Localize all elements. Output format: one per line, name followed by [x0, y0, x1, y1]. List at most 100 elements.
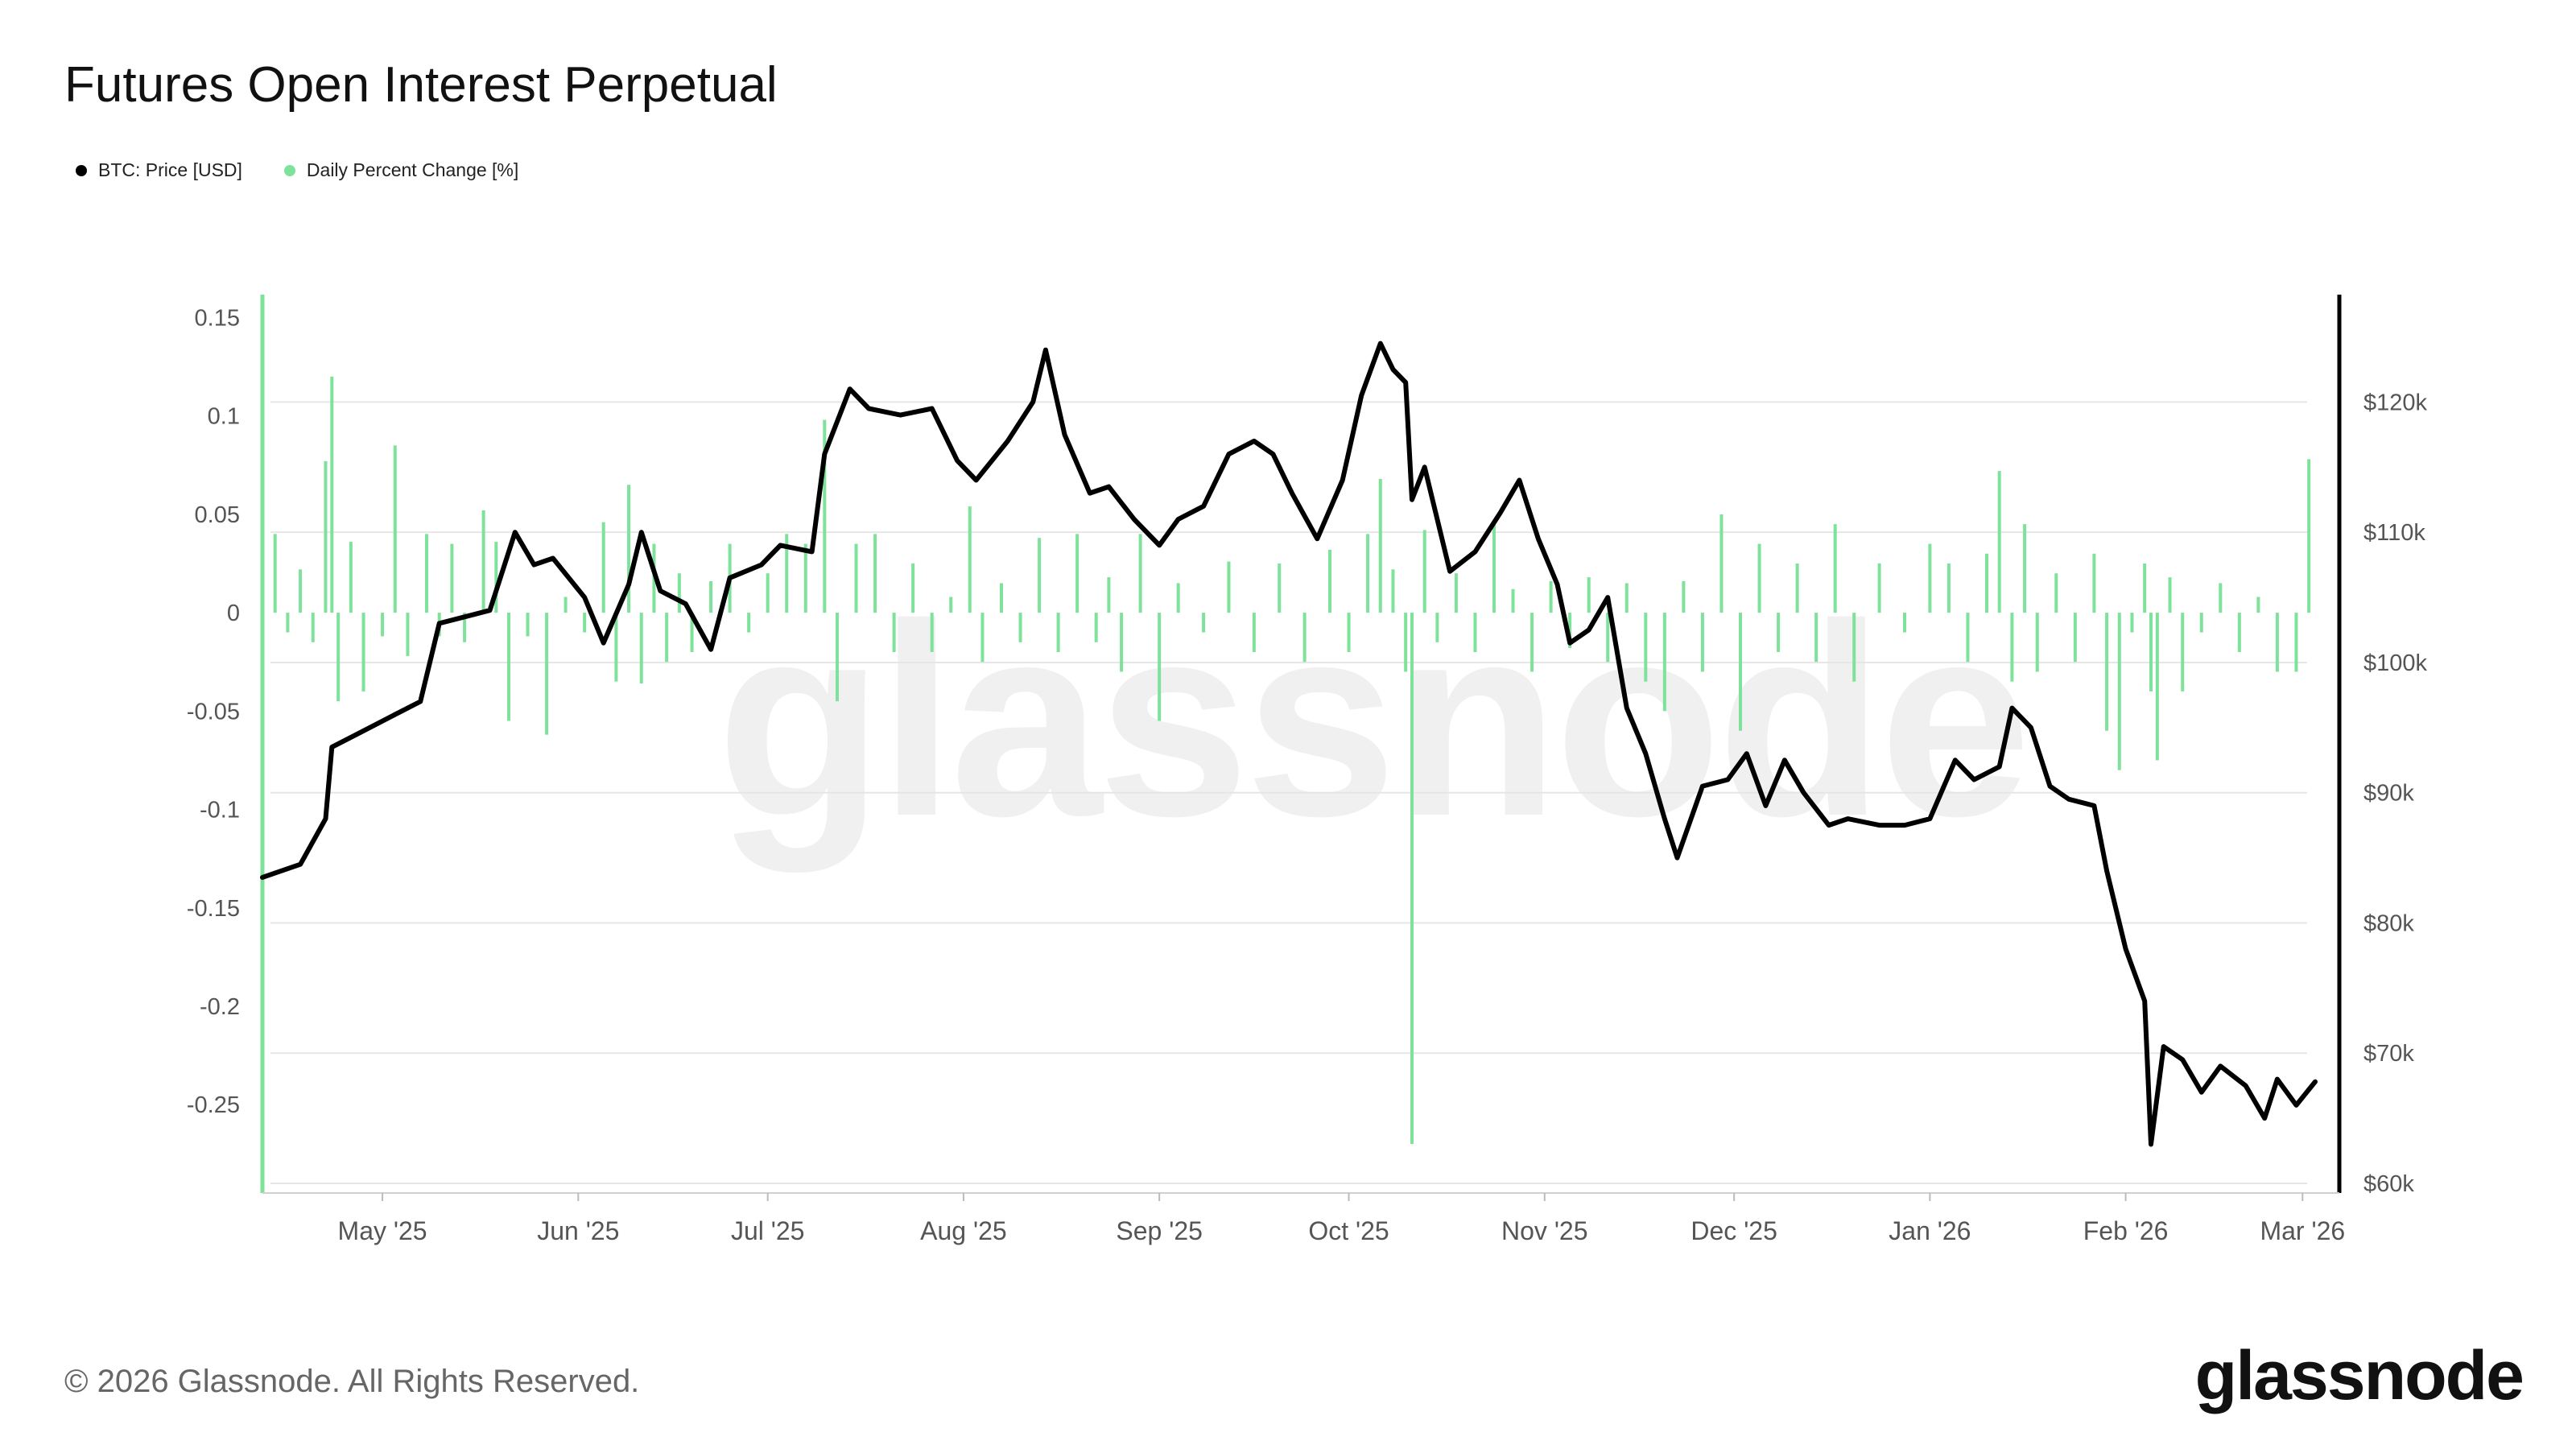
left-tick-label: 0 [227, 601, 240, 626]
percent-change-bar [627, 485, 631, 613]
percent-change-bar [2105, 613, 2109, 731]
percent-change-bar [361, 613, 365, 691]
percent-change-bar [1094, 613, 1098, 642]
percent-change-bar [2073, 613, 2077, 663]
percent-change-bar [261, 345, 264, 613]
percent-change-bar [873, 534, 877, 613]
legend-label-percent-change: Daily Percent Change [%] [306, 159, 519, 180]
percent-change-bar [1985, 553, 1988, 613]
legend-dot-percent-change [283, 164, 295, 176]
percent-change-bar [2199, 613, 2203, 633]
x-tick-label: Feb '26 [2083, 1216, 2169, 1245]
chart-title: Futures Open Interest Perpetual [64, 57, 778, 113]
percent-change-bar [2307, 459, 2311, 613]
percent-change-bar [1606, 613, 1610, 663]
percent-change-bar [494, 542, 498, 613]
percent-change-bar [1682, 581, 1686, 613]
left-tick-label: -0.2 [200, 994, 240, 1020]
percent-change-bar [425, 534, 428, 613]
right-tick-label: $70k [2363, 1041, 2414, 1067]
percent-change-bar [747, 613, 751, 633]
percent-change-bar [690, 613, 694, 652]
percent-change-bar [1814, 613, 1818, 663]
left-tick-label: 0.1 [208, 404, 240, 430]
percent-change-bar [1928, 543, 1932, 613]
percent-change-bar [1018, 613, 1022, 642]
percent-change-bar [2155, 613, 2159, 761]
percent-change-bar [980, 613, 985, 663]
percent-change-bar [1302, 613, 1307, 663]
legend-item-price[interactable]: BTC: Price [USD] [76, 159, 242, 181]
percent-change-bar [311, 613, 315, 642]
percent-change-bar [1454, 573, 1458, 613]
percent-change-bar [836, 613, 839, 702]
percent-change-bar [1795, 564, 1799, 613]
percent-change-bar [2237, 613, 2241, 652]
percent-change-bar [1347, 613, 1351, 652]
x-tick-label: Mar '26 [2260, 1216, 2345, 1245]
percent-change-bar [1777, 613, 1781, 652]
percent-change-bar [463, 613, 467, 642]
percent-change-bar [1176, 583, 1180, 613]
right-tick-label: $110k [2363, 520, 2425, 546]
percent-change-bar [1138, 534, 1142, 613]
left-tick-label: -0.1 [200, 798, 240, 824]
percent-change-bar [2294, 613, 2298, 672]
percent-change-bar [709, 581, 713, 613]
glassnode-logo: glassnode [2194, 1337, 2524, 1414]
percent-change-bar [892, 613, 896, 652]
percent-change-bar [614, 613, 618, 682]
x-tick-label: May '25 [338, 1216, 427, 1245]
percent-change-bar [1946, 564, 1951, 613]
percent-change-bar [911, 564, 915, 613]
x-tick-label: Oct '25 [1308, 1216, 1389, 1245]
percent-change-bar [2023, 524, 2027, 613]
percent-change-bar [381, 613, 385, 637]
percent-change-bar [526, 613, 530, 637]
percent-change-bar [1568, 613, 1572, 649]
percent-change-bar [1644, 613, 1648, 682]
percent-change-bar [803, 543, 807, 613]
percent-change-bar [393, 445, 397, 613]
percent-change-bar [1120, 613, 1124, 672]
legend-item-percent-change[interactable]: Daily Percent Change [%] [283, 159, 519, 181]
x-tick-label: Sep '25 [1116, 1216, 1203, 1245]
percent-change-bar [564, 597, 568, 613]
percent-change-bar [481, 510, 485, 613]
left-tick-label: 0.15 [195, 305, 240, 331]
percent-change-bar [1852, 613, 1856, 682]
percent-change-bar [1378, 478, 1382, 613]
percent-change-bar [823, 419, 827, 613]
percent-change-bar [1966, 613, 1970, 663]
percent-change-bar [2256, 597, 2260, 613]
percent-change-bar [286, 613, 290, 633]
percent-change-bar [1700, 613, 1704, 672]
legend-dot-price [76, 164, 87, 176]
x-tick-label: Jul '25 [731, 1216, 805, 1245]
percent-change-bar [601, 522, 605, 613]
percent-change-bar [1107, 577, 1111, 613]
copyright-footer: © 2026 Glassnode. All Rights Reserved. [64, 1364, 640, 1399]
left-tick-label: -0.15 [187, 896, 240, 922]
percent-change-bar [1410, 613, 1414, 1145]
percent-change-bar [1075, 534, 1080, 613]
percent-change-bar [583, 613, 587, 633]
right-tick-label: $100k [2363, 650, 2428, 676]
percent-change-bar [450, 543, 454, 613]
percent-change-bar [1422, 530, 1426, 613]
percent-change-bar [2092, 553, 2096, 613]
legend-label-price: BTC: Price [USD] [98, 159, 242, 180]
percent-change-bar [1757, 543, 1761, 613]
percent-change-bar [1227, 561, 1231, 613]
percent-change-bar [1038, 538, 1042, 613]
right-tick-label: $120k [2363, 390, 2428, 415]
x-tick-label: Jan '26 [1889, 1216, 1971, 1245]
percent-change-bar [854, 543, 858, 613]
percent-change-bar [1435, 613, 1439, 642]
percent-change-bar [1877, 564, 1881, 613]
percent-change-bar [1903, 613, 1906, 633]
percent-change-bar [545, 613, 549, 735]
percent-change-bar [1833, 524, 1837, 613]
percent-change-bar [1624, 583, 1629, 613]
percent-change-bar [1492, 524, 1496, 613]
